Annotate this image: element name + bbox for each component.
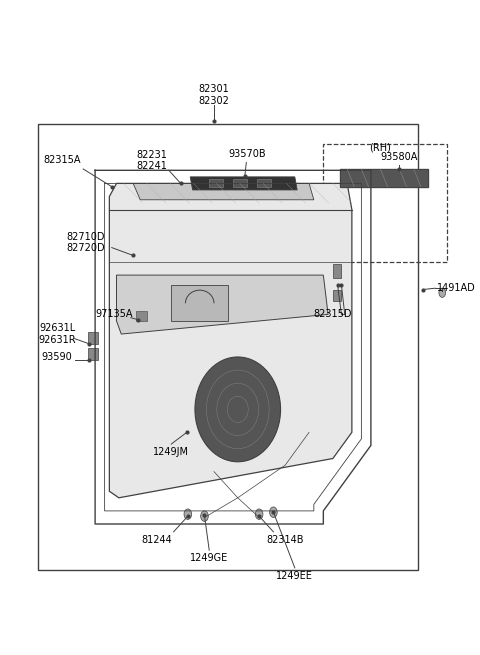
Text: 1491AD: 1491AD: [437, 283, 476, 293]
Text: 93590: 93590: [42, 352, 72, 362]
Bar: [233, 179, 247, 187]
Text: 92631L
92631R: 92631L 92631R: [38, 324, 76, 345]
Text: 82231
82241: 82231 82241: [137, 150, 168, 171]
Bar: [38, 124, 419, 570]
PathPatch shape: [133, 183, 314, 200]
Text: 82315D: 82315D: [313, 309, 352, 320]
PathPatch shape: [190, 177, 297, 190]
Text: 82315A: 82315A: [43, 155, 81, 166]
Text: 93570B: 93570B: [228, 149, 266, 159]
PathPatch shape: [117, 275, 328, 334]
Polygon shape: [340, 169, 428, 187]
Ellipse shape: [195, 357, 280, 462]
Bar: [333, 290, 341, 301]
Text: 1249GE: 1249GE: [190, 553, 228, 563]
Text: 1249EE: 1249EE: [276, 571, 313, 582]
Bar: [88, 332, 98, 344]
Circle shape: [201, 511, 208, 521]
Text: 93580A: 93580A: [381, 152, 418, 162]
Bar: [171, 285, 228, 321]
Text: 82710D
82720D: 82710D 82720D: [66, 232, 105, 253]
Circle shape: [184, 509, 192, 519]
Circle shape: [270, 507, 277, 517]
Bar: [88, 348, 98, 360]
Bar: [333, 264, 341, 278]
Bar: [324, 144, 447, 262]
Bar: [209, 179, 224, 187]
Bar: [257, 179, 271, 187]
Text: 81244: 81244: [142, 535, 172, 546]
Text: 82314B: 82314B: [266, 535, 304, 546]
Text: (RH): (RH): [370, 142, 391, 153]
Circle shape: [439, 288, 445, 297]
Bar: [135, 311, 147, 321]
Text: 1249JM: 1249JM: [153, 447, 189, 457]
PathPatch shape: [109, 183, 352, 498]
Circle shape: [255, 509, 263, 519]
Text: 97135A: 97135A: [96, 309, 133, 320]
Text: 82301
82302: 82301 82302: [199, 84, 229, 105]
